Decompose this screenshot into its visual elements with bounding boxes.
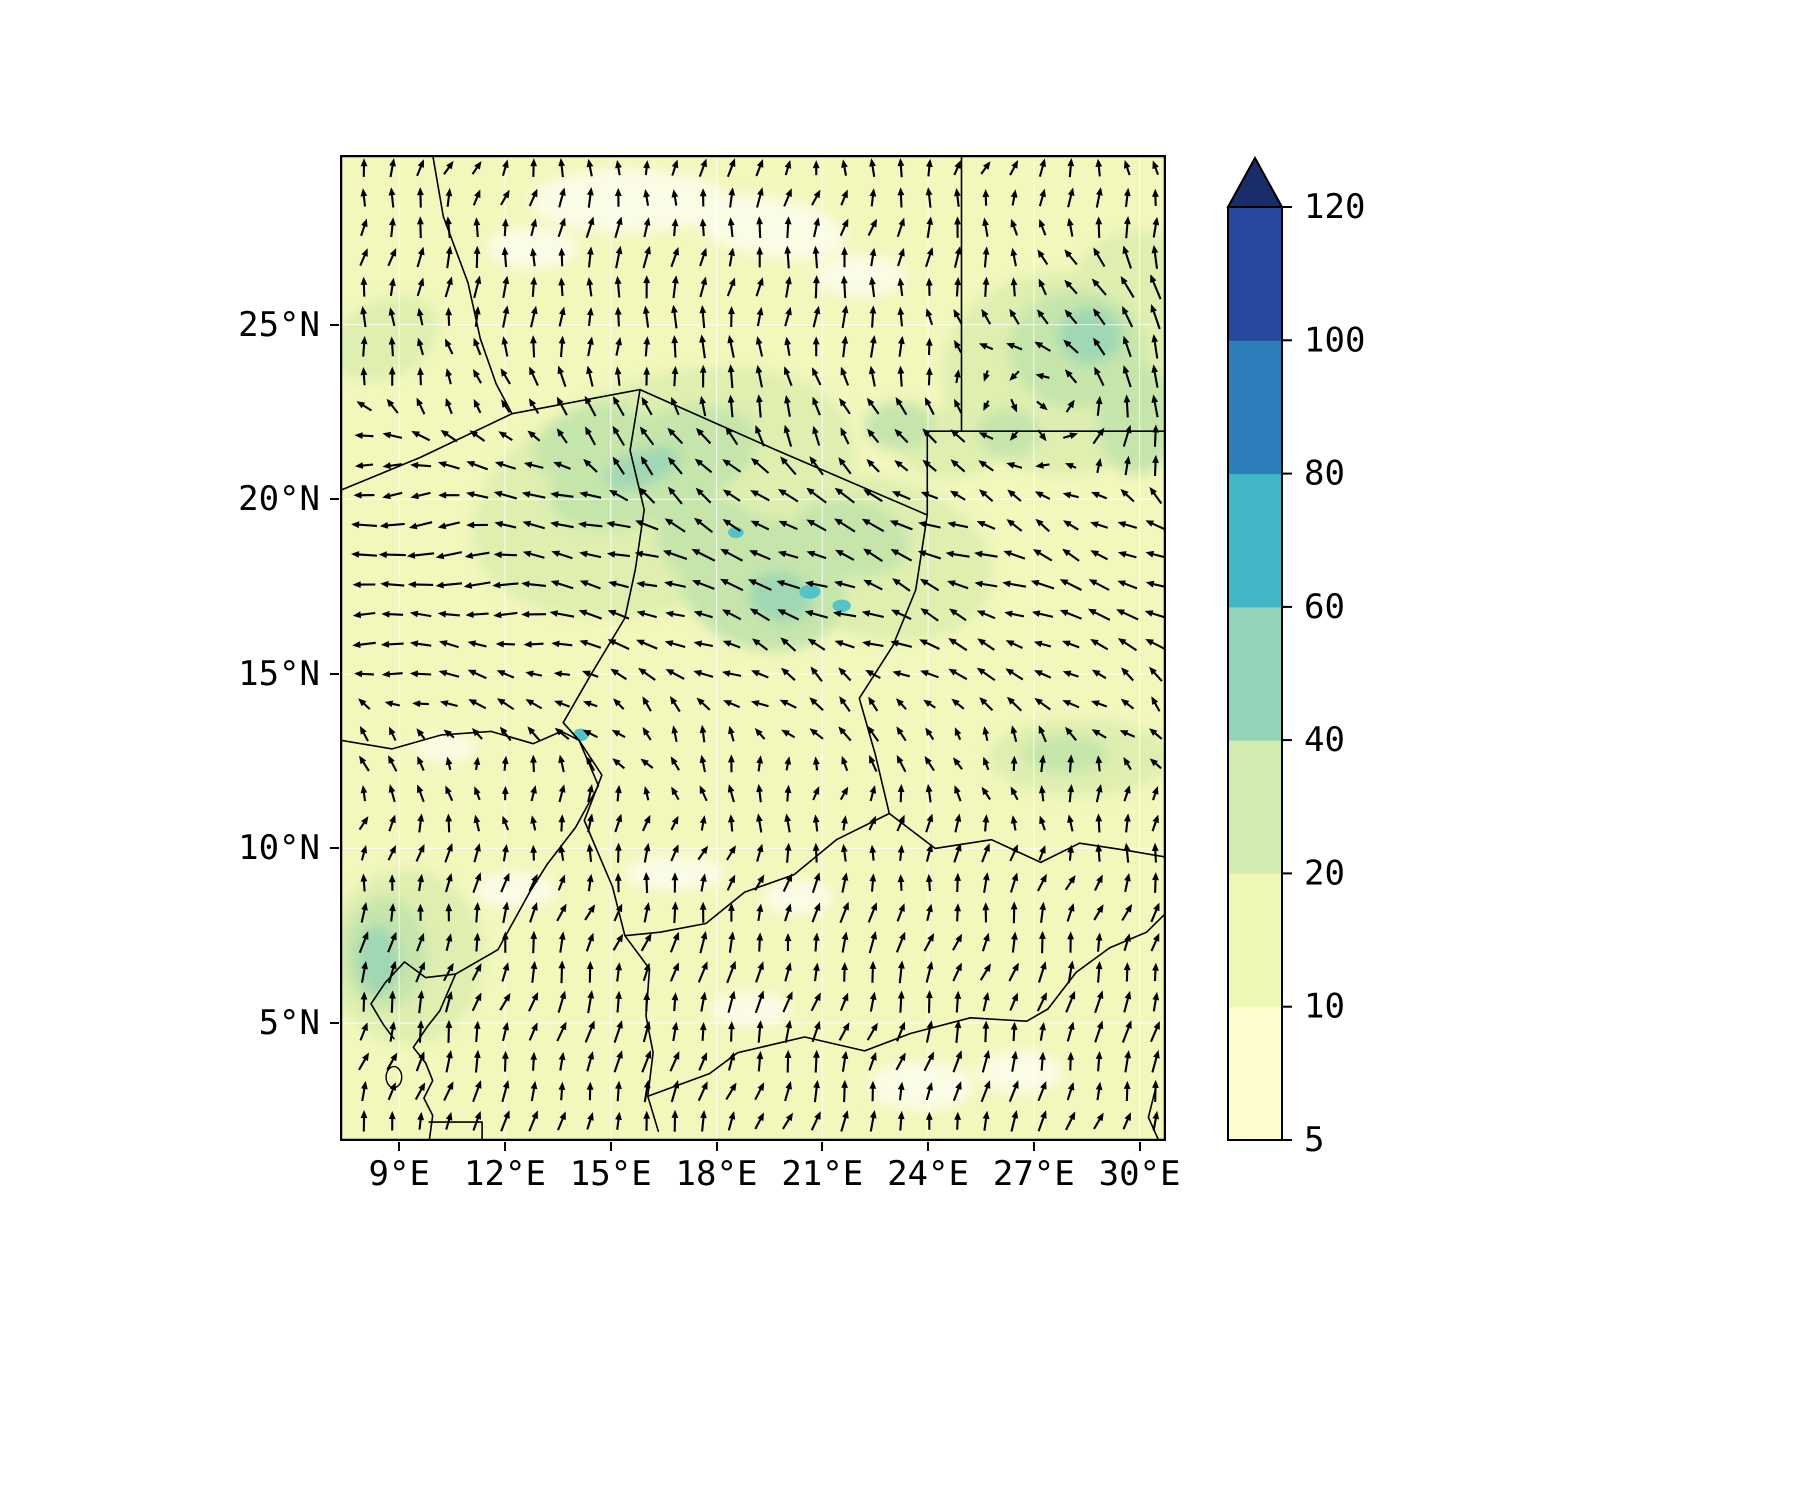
- y-tick-mark: [330, 498, 339, 501]
- y-tick-label: 10°N: [238, 828, 320, 869]
- border-car-chad: [624, 812, 891, 937]
- wind-speed-patch: [529, 169, 728, 233]
- colorbar-segment: [1228, 873, 1282, 1008]
- colorbar: 5 10 20 40 60 80 100 120: [1226, 155, 1365, 1160]
- wind-speed-patch: [624, 855, 724, 891]
- wind-speed-patch: [977, 1051, 1062, 1093]
- wind-speed-patch: [977, 408, 1041, 458]
- border-car-south-sudan: [1047, 912, 1166, 1010]
- x-tick-label: 30°E: [1098, 1154, 1181, 1194]
- colorbar-segment: [1228, 340, 1282, 475]
- map-content: [340, 155, 1166, 1141]
- y-tick-mark: [330, 1021, 339, 1024]
- x-tick-mark: [609, 1142, 612, 1151]
- x-tick-mark: [1138, 1142, 1141, 1151]
- wind-speed-patch: [868, 1061, 974, 1111]
- colorbar-segment: [1228, 473, 1282, 608]
- y-tick-mark: [330, 672, 339, 675]
- colorbar-tick-label: 40: [1304, 720, 1345, 760]
- colorbar-extend-triangle: [1226, 155, 1284, 208]
- wind-speed-patch: [864, 401, 936, 451]
- wind-speed-patch: [413, 733, 477, 762]
- colorbar-tick-label: 120: [1304, 187, 1365, 227]
- border-nigeria-cameroon: [426, 739, 600, 1028]
- y-tick-mark: [330, 323, 339, 326]
- wind-speed-patch: [1097, 363, 1166, 475]
- wind-speed-patch: [473, 872, 558, 908]
- border-cameroon-chad: [578, 739, 626, 937]
- border-eq-guinea: [428, 1121, 483, 1141]
- colorbar-tick-label: 20: [1304, 853, 1345, 893]
- border-niger-chad: [562, 388, 645, 741]
- wind-map-plot: [340, 155, 1166, 1141]
- border-cross-river: [370, 961, 457, 1040]
- lake-spot: [799, 584, 821, 599]
- x-tick-label: 27°E: [992, 1154, 1075, 1194]
- x-tick-mark: [503, 1142, 506, 1151]
- wind-speed-patch: [656, 495, 763, 580]
- colorbar-tick-label: 5: [1304, 1120, 1324, 1160]
- wind-speed-patch: [340, 296, 439, 381]
- lake-spot: [832, 599, 851, 613]
- x-tick-label: 21°E: [781, 1154, 864, 1194]
- y-tick-label: 25°N: [238, 304, 320, 345]
- wind-speed-patch: [713, 991, 791, 1027]
- country-borders: [340, 155, 1166, 1141]
- x-tick-mark: [398, 1142, 401, 1151]
- x-tick-mark: [715, 1142, 718, 1151]
- border-right-edge-south: [1147, 1088, 1160, 1141]
- colorbar-segment: [1228, 207, 1282, 341]
- wind-arrow-shafts: [356, 163, 1166, 1132]
- x-tick-label: 9°E: [368, 1154, 430, 1194]
- border-libya-chad: [639, 388, 929, 516]
- border-car-drc: [647, 1008, 1049, 1098]
- x-tick-label: 24°E: [887, 1154, 969, 1194]
- colorbar-tick-label: 10: [1304, 987, 1345, 1027]
- border-algeria-libya: [431, 155, 513, 415]
- wind-speed-patch: [748, 572, 812, 622]
- wind-speed-patch: [356, 925, 400, 995]
- border-cameroon-coast: [412, 1025, 434, 1141]
- x-tick-label: 15°E: [569, 1154, 652, 1194]
- x-tick-label: 12°E: [464, 1154, 546, 1194]
- y-tick-label: 20°N: [238, 479, 320, 520]
- border-algeria-niger: [340, 388, 641, 492]
- y-tick-label: 15°N: [238, 653, 320, 694]
- colorbar-segment: [1228, 606, 1282, 741]
- x-tick-mark: [821, 1142, 824, 1151]
- colorbar-tick-label: 100: [1304, 320, 1365, 360]
- border-cameroon-car: [624, 934, 660, 1132]
- x-tick-label: 18°E: [675, 1154, 758, 1194]
- wind-speed-patch: [815, 254, 907, 297]
- colorbar-segment: [1228, 1006, 1282, 1141]
- colorbar-segment: [1228, 740, 1282, 874]
- y-tick-mark: [330, 847, 339, 850]
- x-tick-mark: [1032, 1142, 1035, 1151]
- colorbar-tick-label: 80: [1304, 454, 1345, 494]
- border-chad-sudan: [858, 514, 929, 815]
- x-tick-mark: [927, 1142, 930, 1151]
- wind-speed-patch: [533, 402, 639, 478]
- wind-speed-patch: [605, 446, 680, 489]
- map-frame: [340, 155, 1166, 1141]
- y-tick-label: 5°N: [258, 1002, 320, 1043]
- colorbar-tick-label: 60: [1304, 587, 1345, 627]
- wind-arrows: [351, 158, 1166, 1132]
- wind-speed-patch: [692, 194, 846, 260]
- wind-arrow-heads: [351, 158, 1160, 1122]
- wind-speed-patch: [1023, 734, 1108, 774]
- colorbar-frame: [1227, 206, 1283, 1141]
- wind-speed-patch: [487, 227, 579, 269]
